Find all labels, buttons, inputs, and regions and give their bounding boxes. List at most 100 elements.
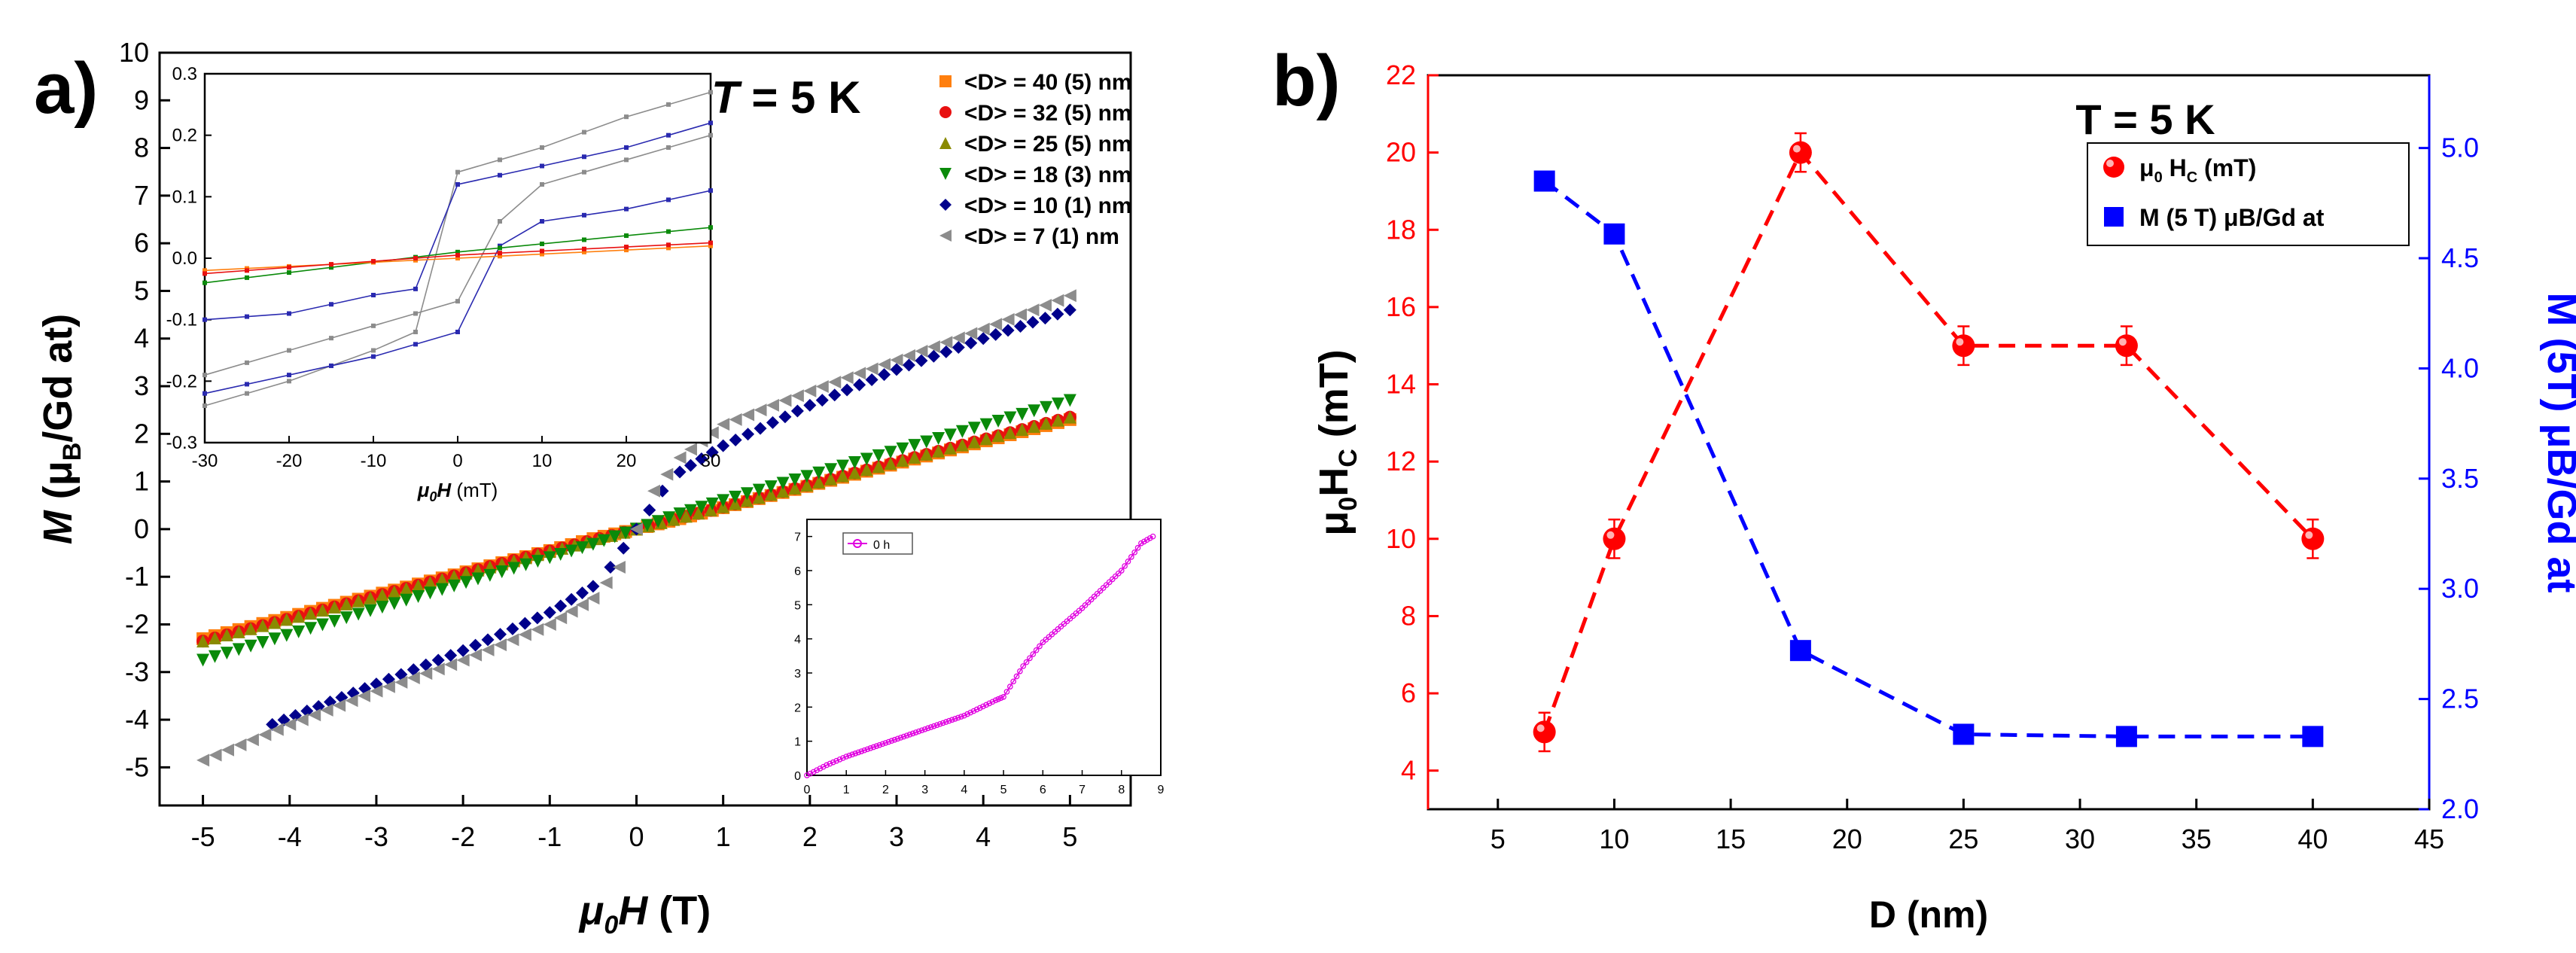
x-tick-label: 5 [1490, 824, 1506, 854]
data-point [643, 504, 656, 517]
data-point [388, 597, 401, 610]
data-point [370, 684, 383, 698]
x-tick-label: 20 [1832, 824, 1862, 854]
inset-point [666, 145, 671, 150]
data-point [481, 643, 495, 656]
legend-marker [939, 137, 952, 149]
inset2-point [870, 744, 877, 751]
data-point [684, 504, 697, 517]
data-point [419, 658, 433, 671]
data-point [896, 454, 909, 467]
panel-b-ylabel-h: H [1311, 467, 1357, 497]
inset-time-legend-label: 0 h [873, 539, 890, 552]
data-point [1063, 303, 1076, 317]
inset2-x-tick-label: 9 [1158, 784, 1165, 796]
inset2-point [1013, 673, 1020, 680]
inset-low-field-curves [202, 90, 713, 408]
data-point [752, 491, 766, 504]
data-point [1026, 303, 1040, 317]
inset2-point [952, 716, 958, 722]
inset-x-tick-label: 10 [532, 451, 553, 471]
inset-point [666, 132, 671, 138]
data-point [586, 580, 600, 593]
data-point [220, 647, 233, 660]
data-point [902, 349, 915, 362]
data-point [932, 444, 945, 458]
data-point [320, 703, 333, 717]
data-point-highlight [1792, 145, 1801, 153]
data-point [340, 611, 353, 625]
inset2-y-tick-label: 6 [794, 565, 801, 578]
data-point [208, 632, 221, 645]
data-point [1001, 324, 1015, 337]
data-point [860, 452, 873, 466]
x-tick-label: -1 [537, 821, 562, 852]
legend-marker-circle [2103, 157, 2124, 178]
inset-point [202, 268, 207, 273]
data-point [1051, 307, 1064, 321]
inset2-point [1140, 538, 1147, 545]
data-point [1952, 334, 1975, 358]
data-point [952, 331, 965, 345]
data-point [1533, 720, 1556, 744]
data-point [865, 373, 878, 386]
inset2-point [1115, 570, 1122, 577]
x-tick-label: 1 [716, 821, 731, 852]
inset-point [202, 373, 207, 378]
data-point [766, 416, 779, 429]
inset2-y-tick-label: 1 [794, 736, 801, 749]
inset-point [329, 265, 333, 270]
data-point [447, 579, 461, 592]
inset2-point [1149, 533, 1156, 540]
inset2-point [867, 745, 874, 751]
data-point [431, 653, 445, 667]
left-y-tick-label: 20 [1386, 137, 1416, 168]
inset-point [666, 229, 671, 234]
inset-point [582, 237, 586, 242]
inset-point [498, 251, 502, 256]
inset2-point [989, 699, 996, 705]
panel-a-y-axis: -5 -4 -3 -2 -1 0 1 2 3 4 5 6 7 8 9 10 [119, 37, 170, 782]
inset2-point [1085, 599, 1092, 606]
inset2-point [930, 723, 937, 729]
inset-point [371, 323, 376, 328]
data-point [423, 576, 437, 589]
right-y-tick-label: 2.0 [2441, 793, 2479, 824]
inset2-point [804, 772, 810, 778]
legend-marker [939, 106, 952, 118]
y-tick-label: 6 [134, 227, 149, 258]
inset-point [455, 182, 460, 187]
data-point [884, 446, 897, 459]
data-point [872, 460, 885, 473]
data-point-highlight [1956, 338, 1964, 346]
data-point [493, 638, 507, 652]
data-point [955, 425, 969, 438]
data-point [597, 534, 611, 547]
panel-a-temp-symbol: T [711, 72, 742, 123]
inset-xlabel-sub: 0 [429, 489, 437, 504]
right-y-tick-label: 2.5 [2441, 684, 2479, 714]
inset-point [498, 245, 502, 251]
inset-x-tick-label: 0 [452, 451, 462, 471]
data-point [684, 443, 697, 456]
legend-marker [939, 168, 952, 180]
data-point [878, 368, 891, 382]
data-point [209, 748, 222, 762]
data-point [920, 435, 933, 449]
data-point [268, 632, 282, 646]
x-tick-label: 25 [1948, 824, 1978, 854]
data-point [1603, 527, 1626, 550]
data-point [2301, 527, 2325, 550]
data-point [308, 708, 321, 722]
data-point [1040, 400, 1053, 414]
data-point [920, 447, 933, 461]
y-tick-label: -5 [125, 751, 149, 782]
inset2-point [833, 757, 840, 764]
x-tick-label: 0 [629, 821, 644, 852]
inset-point [245, 275, 249, 280]
inset-point [582, 212, 586, 218]
inset2-point [1112, 573, 1119, 580]
data-point [543, 606, 556, 620]
data-point [456, 644, 470, 657]
data-point [304, 607, 318, 620]
